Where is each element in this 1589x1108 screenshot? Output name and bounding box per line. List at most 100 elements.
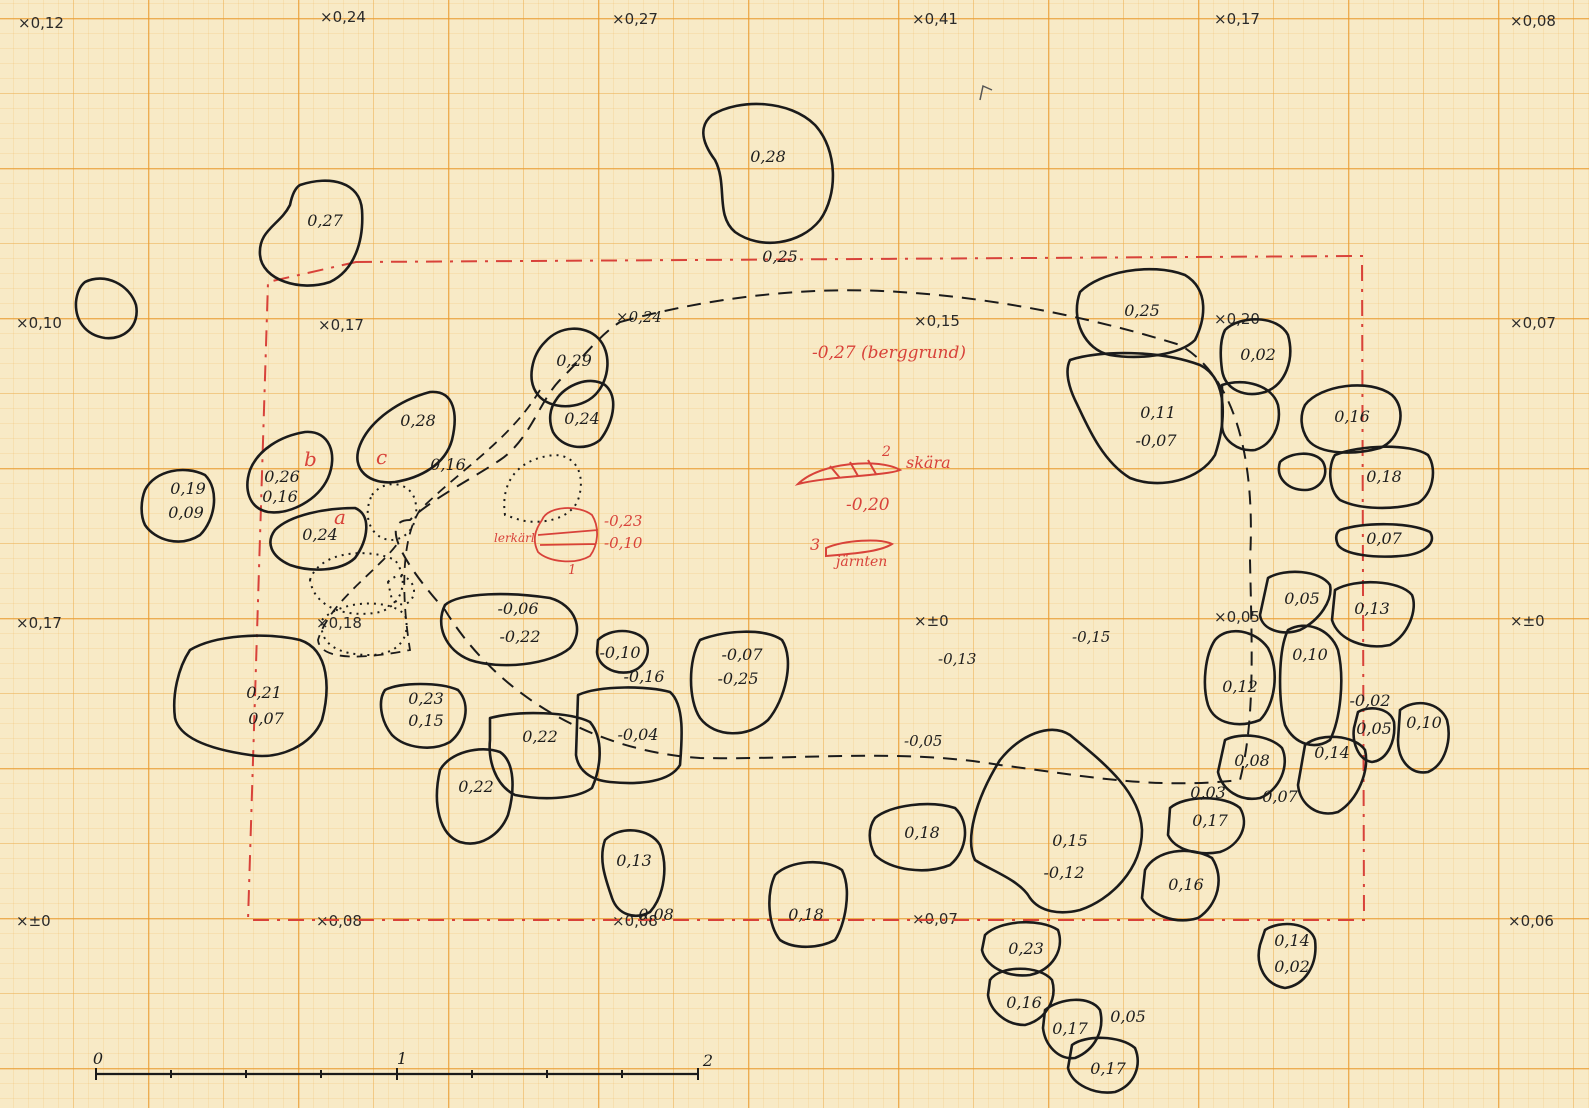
letter-b: b: [304, 447, 317, 471]
stone-label: -0,07: [1135, 431, 1177, 450]
stone-label: 0,07: [248, 709, 284, 728]
level-reading: -0,15: [1072, 628, 1110, 646]
grid-mark: ×0,06: [1508, 912, 1554, 930]
stone-label: 0,22: [458, 777, 494, 796]
stone: [1329, 445, 1435, 510]
grid-mark: ×0,17: [318, 316, 364, 334]
stone: [1203, 629, 1276, 726]
stone: [689, 630, 790, 735]
grid-mark: ×0,15: [914, 312, 960, 330]
stone: [140, 468, 216, 543]
stone-label: 0,23: [408, 689, 444, 708]
stone-label: 0,17: [1192, 811, 1228, 830]
stone-label: 0,16: [430, 455, 466, 474]
stone-label: 0,07: [1366, 529, 1402, 548]
stone-label: 0,16: [1006, 993, 1042, 1012]
stone: [1066, 1036, 1139, 1094]
stone-label: 0,15: [1052, 831, 1088, 850]
stone: [1066, 351, 1225, 485]
stone: [439, 592, 579, 667]
grid-mark: ×0,08: [1510, 12, 1556, 30]
stone-label: 0,14: [1274, 931, 1310, 950]
stone: [702, 102, 835, 244]
stone: [969, 728, 1144, 914]
grid-mark: ×0,07: [1510, 314, 1556, 332]
grid-mark: ×0,27: [612, 10, 658, 28]
pot-number: 1: [568, 563, 576, 578]
stone-label: 0,16: [262, 487, 298, 506]
stone-label: 0,22: [522, 727, 558, 746]
stone-label: 0,18: [904, 823, 940, 842]
stone: [173, 634, 328, 758]
scale-label: 2: [702, 1051, 713, 1070]
stone-label: 0,23: [1008, 939, 1044, 958]
pot-note: lerkärl: [494, 531, 535, 545]
pot-drawing: [533, 507, 599, 563]
stone-label: 0,12: [1222, 677, 1258, 696]
grid-mark: ×0,08: [316, 912, 362, 930]
scale-bar: 0 1 2: [93, 1049, 713, 1080]
stone-label: -0,10: [599, 643, 640, 662]
pot-level: -0,10: [604, 534, 643, 552]
stone-label: 0,24: [564, 409, 600, 428]
stone: [600, 829, 666, 917]
stone: [246, 430, 334, 514]
stone-label: 0,08: [638, 905, 674, 924]
pencil-mark: [979, 84, 993, 101]
stone: [379, 682, 467, 749]
grid-mark: ×0,12: [18, 14, 64, 32]
stone-label: 0,21: [246, 683, 282, 702]
stone-label: 0,29: [556, 351, 592, 370]
stone-label: 0,02: [1240, 345, 1276, 364]
sickle-note: skära: [906, 453, 951, 472]
grid-mark: ×0,10: [16, 314, 62, 332]
red-annotations: -0,27 (berggrund) 2 skära -0,20 3 järnte…: [304, 343, 966, 578]
stone-label: 0,05: [1110, 1007, 1146, 1026]
stone: [1220, 381, 1281, 452]
stone-labels: 0,28 0,27 0,25 0,29 0,24 0,28 0,26 0,16 …: [168, 147, 1442, 1078]
stone-label: 0,11: [1140, 403, 1176, 422]
stone: [868, 802, 967, 872]
stone: [1166, 797, 1246, 855]
letter-c: c: [376, 445, 387, 469]
stone-label: -0,22: [499, 627, 540, 646]
level-reading: -0,05: [904, 732, 942, 750]
stone-label: -0,02: [1349, 691, 1390, 710]
stone: [1352, 707, 1396, 764]
stone-label: 0,10: [1292, 645, 1328, 664]
stone-label: 0,13: [616, 851, 652, 870]
stone-label: 0,28: [400, 411, 436, 430]
stone: [1334, 522, 1434, 558]
stone: [1278, 624, 1343, 747]
inner-dashed-line: [317, 389, 541, 658]
level-reading: -0,13: [938, 650, 976, 668]
stone-label: 0,15: [408, 711, 444, 730]
stone: [1257, 922, 1317, 990]
stone: [1258, 570, 1332, 634]
grid-mark: ×0,17: [16, 614, 62, 632]
dotted-pit: [366, 483, 418, 542]
stone: [1075, 267, 1205, 359]
stone-label: 0,09: [168, 503, 204, 522]
stone: [768, 860, 849, 949]
stone-label: 0,26: [264, 467, 300, 486]
stone-label: 0,10: [1406, 713, 1442, 732]
stone: [269, 506, 368, 571]
stone-label: 0,08: [1234, 751, 1270, 770]
stone: [258, 179, 364, 287]
stone: [1216, 734, 1287, 801]
grid-mark: ×0,18: [316, 614, 362, 632]
stone-label: -0,06: [497, 599, 538, 618]
grid-mark: ×±0: [1510, 612, 1545, 630]
stone-label: -0,12: [1043, 863, 1084, 882]
stone: [74, 277, 138, 340]
iron-note: järnten: [833, 554, 887, 570]
stone-label: 0,28: [750, 147, 786, 166]
house-outline: [394, 289, 1253, 785]
sickle-number: 2: [881, 444, 891, 460]
stone-label: -0,16: [623, 667, 664, 686]
stone: [980, 920, 1062, 977]
iron-number: 3: [810, 535, 820, 554]
stone: [595, 629, 650, 674]
bedrock-note: -0,27 (berggrund): [812, 343, 966, 363]
